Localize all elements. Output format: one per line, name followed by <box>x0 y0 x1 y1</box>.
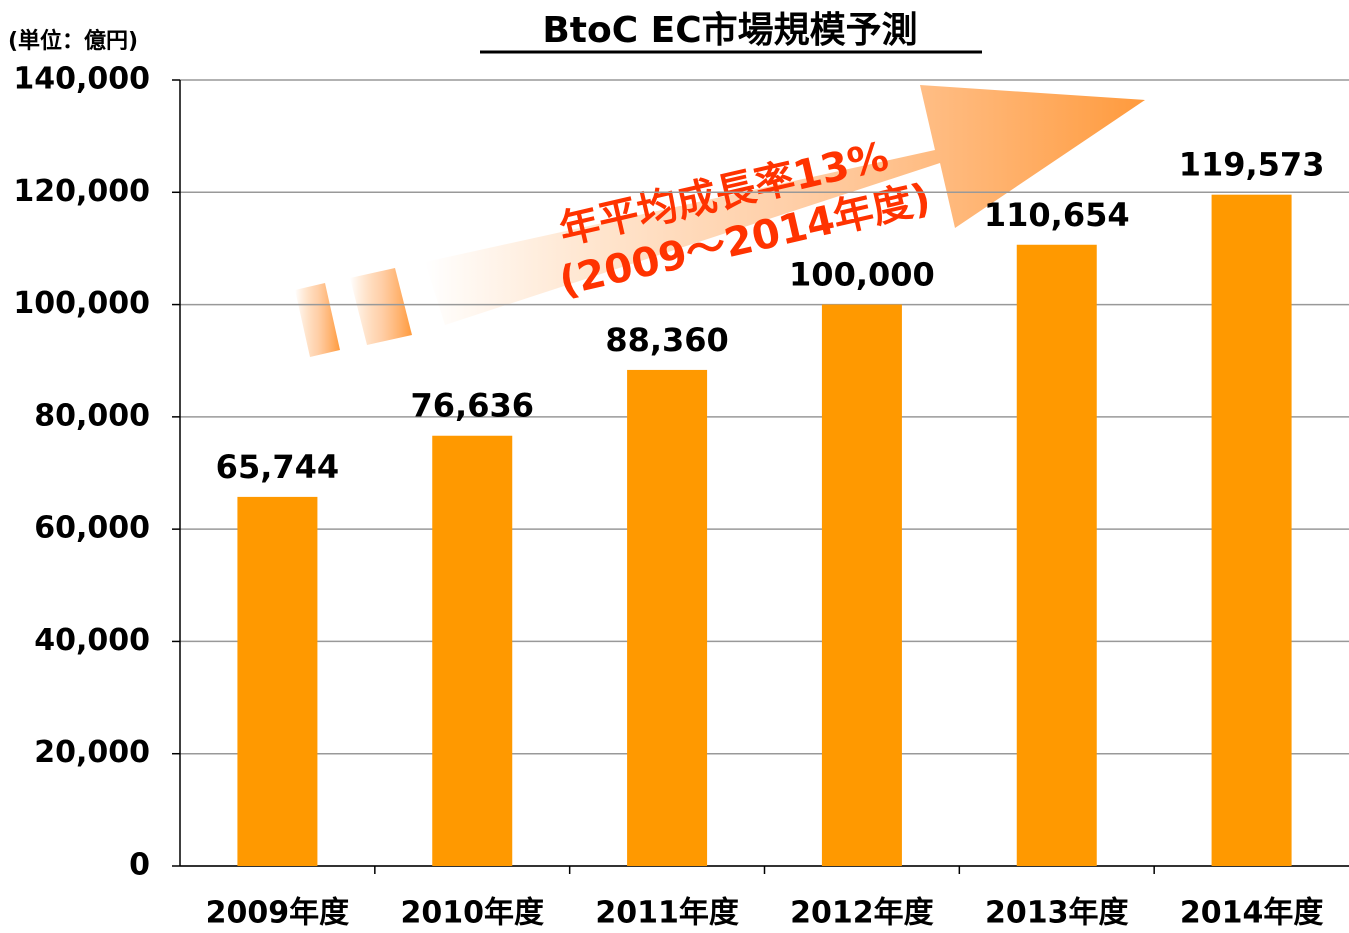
bar <box>821 304 902 867</box>
chart-title: BtoC EC市場規模予測 <box>542 10 917 51</box>
bar <box>432 435 513 866</box>
trend-arrow <box>295 85 1145 357</box>
data-label: 88,360 <box>605 321 728 359</box>
y-tick-label: 20,000 <box>34 735 150 770</box>
x-tick-label: 2012年度 <box>790 896 934 931</box>
y-tick-label: 120,000 <box>13 174 150 209</box>
data-label: 65,744 <box>216 448 339 486</box>
unit-label: (単位：億円) <box>8 28 138 54</box>
y-tick-label: 140,000 <box>13 62 150 97</box>
bar <box>1016 244 1097 866</box>
x-tick-label: 2014年度 <box>1180 896 1324 931</box>
data-label: 110,654 <box>984 196 1130 234</box>
data-label: 119,573 <box>1179 146 1325 184</box>
y-tick-label: 100,000 <box>13 286 150 321</box>
data-label: 100,000 <box>789 256 935 294</box>
x-tick-label: 2011年度 <box>595 896 739 931</box>
data-label: 76,636 <box>411 387 534 425</box>
y-tick-label: 40,000 <box>34 623 150 658</box>
bar <box>237 496 318 866</box>
x-tick-label: 2009年度 <box>206 896 350 931</box>
y-tick-label: 0 <box>129 848 150 883</box>
x-tick-label: 2013年度 <box>985 896 1129 931</box>
y-tick-label: 60,000 <box>34 511 150 546</box>
x-tick-label: 2010年度 <box>401 896 545 931</box>
y-tick-label: 80,000 <box>34 398 150 433</box>
bar <box>627 369 708 866</box>
bar <box>1211 194 1292 867</box>
